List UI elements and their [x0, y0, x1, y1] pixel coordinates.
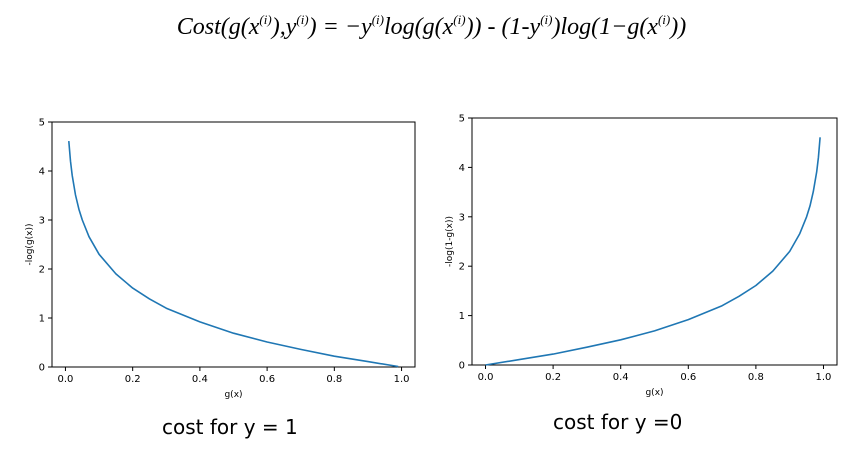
y-tick-label: 5: [459, 114, 465, 125]
y-tick-label: 4: [39, 167, 45, 178]
formula-log1: log(g(x: [383, 14, 454, 40]
chart-cost-y0: 0.0 0.2 0.4 0.6 0.8 1.0 0 1 2 3 4 5 g(x) -log(1-g(x)): [445, 114, 838, 398]
x-tick-label: 0.0: [478, 372, 494, 383]
formula-sup-i: (i): [540, 12, 553, 27]
x-tick-label: 0.4: [192, 374, 208, 385]
x-tick-label: 0.8: [326, 374, 342, 385]
plot-frame: [471, 117, 838, 366]
y-tick-label: 0: [459, 361, 465, 372]
x-tick-label: 0.6: [680, 372, 696, 383]
cost-formula: Cost(g(x(i)),y(i)) = −y(i)log(g(x(i))) -…: [0, 12, 863, 41]
y-axis-label: -log(g(x)): [25, 223, 35, 265]
formula-sup-i: (i): [657, 12, 671, 27]
formula-sup-i: (i): [296, 12, 309, 27]
formula-cost: Cost(g(x: [176, 14, 260, 40]
x-tick-label: 0.6: [259, 374, 275, 385]
y-tick-label: 2: [459, 262, 465, 273]
x-tick-label: 0.4: [613, 372, 629, 383]
x-tick-label: 0.2: [545, 372, 561, 383]
y-axis-label: -log(1-g(x)): [445, 216, 455, 267]
caption-cost-y0: cost for y =0: [553, 410, 683, 434]
y-tick-label: 0: [39, 363, 45, 374]
formula-minus: )) - (1-y: [465, 14, 541, 40]
x-axis-label: g(x): [224, 390, 242, 400]
y-tick-label: 2: [39, 265, 45, 276]
y-tick-label: 1: [39, 314, 45, 325]
x-tick-label: 0.2: [125, 374, 141, 385]
formula-sup-i: (i): [453, 12, 466, 27]
chart-cost-y1: 0.0 0.2 0.4 0.6 0.8 1.0 0 1 2 3 4 5 g(x) -log(g(x)): [25, 118, 416, 400]
y-tick-label: 3: [39, 216, 45, 227]
series-line: [68, 141, 399, 368]
series-line: [485, 137, 821, 366]
y-tick-label: 4: [459, 163, 465, 174]
x-tick-label: 1.0: [816, 372, 832, 383]
x-tick-label: 1.0: [394, 374, 410, 385]
y-tick-label: 3: [459, 212, 465, 223]
x-tick-label: 0.0: [57, 374, 73, 385]
formula-log2: )log(1−g(x: [552, 14, 658, 40]
formula-sup-i: (i): [259, 12, 272, 27]
caption-cost-y1: cost for y = 1: [162, 415, 298, 439]
formula-end: )): [670, 14, 687, 40]
formula-eq: ) = −y: [308, 14, 372, 40]
formula-sup-i: (i): [371, 12, 384, 27]
x-axis-label: g(x): [645, 388, 663, 398]
plot-frame: [51, 121, 416, 368]
y-tick-label: 1: [459, 311, 465, 322]
y-tick-label: 5: [39, 118, 45, 129]
formula-mid: ),y: [271, 14, 297, 40]
x-tick-label: 0.8: [748, 372, 764, 383]
